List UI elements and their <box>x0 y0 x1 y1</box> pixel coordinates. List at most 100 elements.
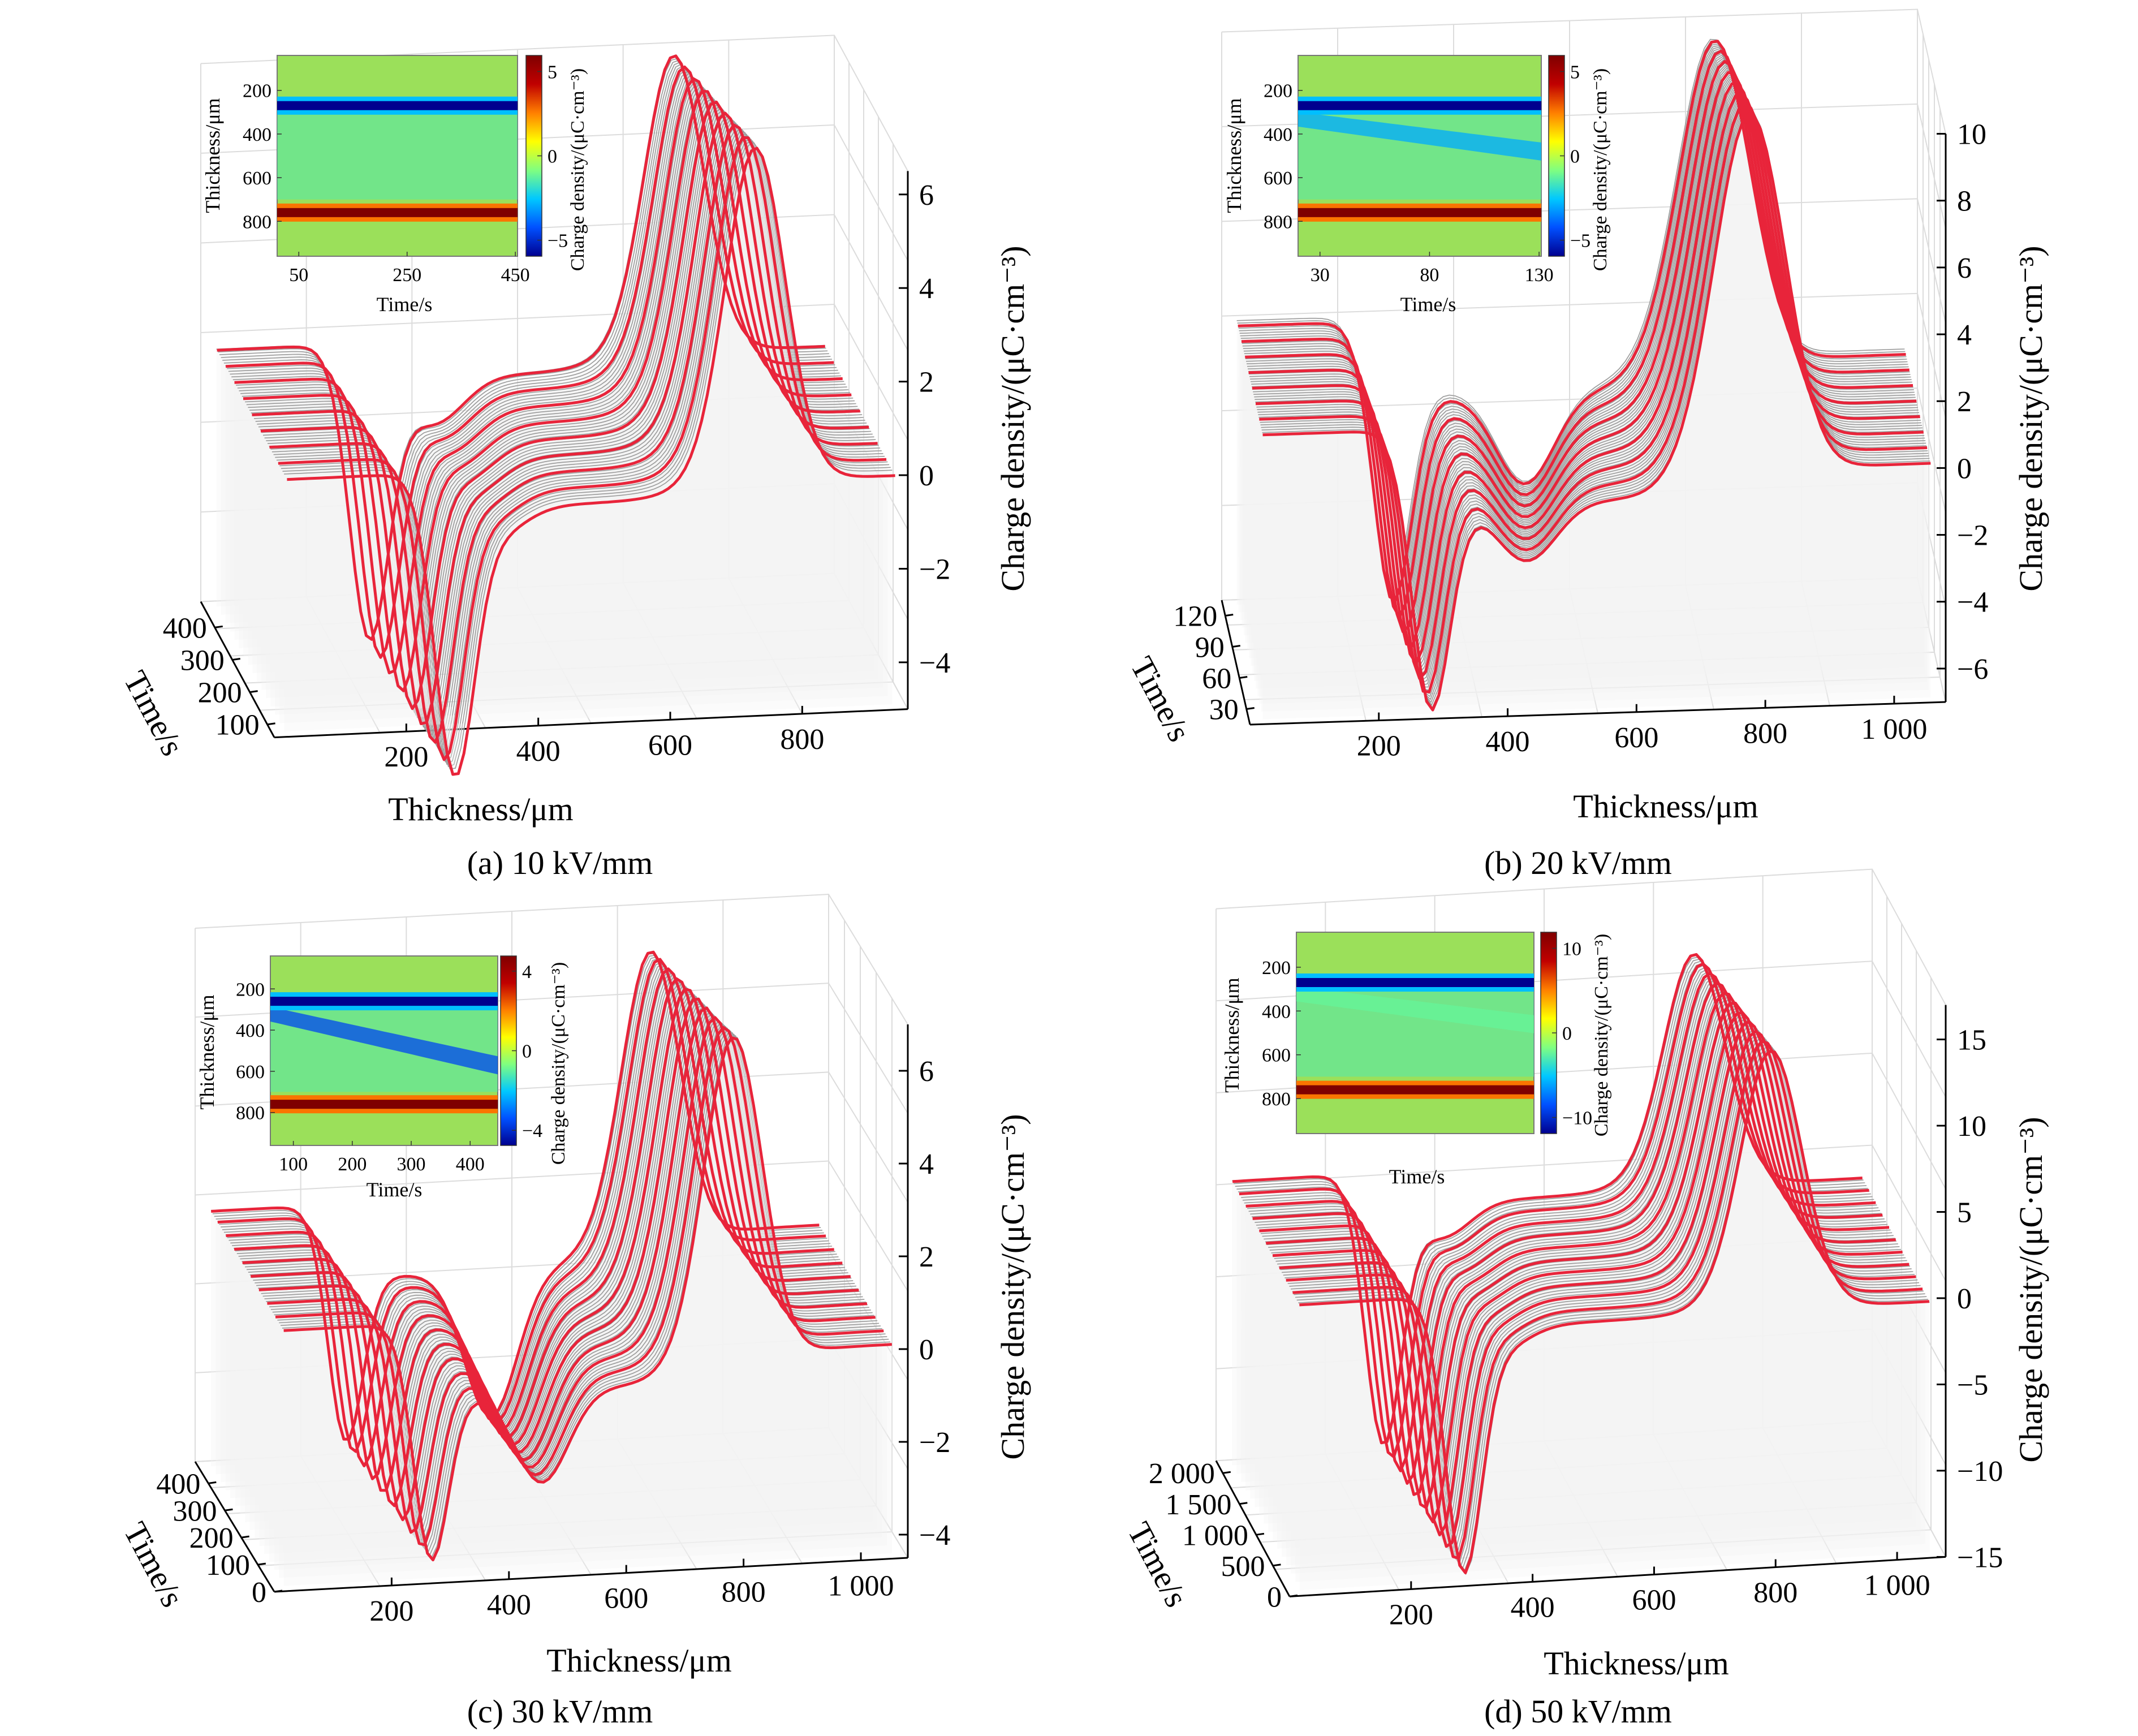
panel-b-thickness-label: Thickness/μm <box>1573 788 1758 825</box>
panel-d-thickness-ticks: 200 400 600 800 1 000 <box>1389 1552 1930 1631</box>
grid-line <box>226 946 861 1514</box>
inset-thickness-tick-label: 400 <box>243 124 271 145</box>
grid-line <box>210 920 845 1488</box>
thickness-tick-label: 800 <box>722 1576 766 1609</box>
highlight-curve <box>260 111 869 725</box>
panel-a-inset-thickness-ticks: 200 400 600 800 <box>243 81 282 232</box>
surface-fill <box>1249 74 1917 658</box>
surface-fill <box>245 992 854 1522</box>
time-tick-mark <box>1239 1502 1248 1505</box>
surface-fill <box>283 1036 892 1586</box>
surface-fill <box>1250 980 1880 1499</box>
panel-d-inset-thickness-ticks: 200 400 600 800 <box>1262 958 1301 1110</box>
surface-fill <box>264 1013 873 1554</box>
surface-fill <box>1257 97 1926 696</box>
panel-b-caption: (b) 20 kV/mm <box>1484 845 1672 881</box>
time-tick-mark <box>1222 1471 1231 1474</box>
surface-fill <box>1291 1037 1921 1574</box>
surface-ridge <box>266 119 874 736</box>
inset-colorbar-tick-label: −5 <box>548 231 568 252</box>
panel-d-highlight-curves <box>1232 953 1930 1574</box>
surface-ridge <box>264 117 873 733</box>
charge-tick-label: 2 <box>1957 386 1972 418</box>
inset-colorbar-tick-label: 5 <box>548 62 557 83</box>
inset-time-tick-label: 100 <box>279 1154 308 1175</box>
thickness-tick-label: 1 000 <box>1861 713 1927 746</box>
inset-time-tick-label: 300 <box>397 1154 426 1175</box>
grid-line <box>1260 950 1917 1543</box>
surface-fill <box>234 79 843 674</box>
surface-fill <box>1254 88 1923 681</box>
thickness-axis <box>1289 1556 1946 1597</box>
time-tick-label: 0 <box>1267 1581 1282 1613</box>
grid-line <box>1227 34 1924 626</box>
inset-band <box>1298 208 1541 217</box>
panel-a-highlight-curves <box>217 54 895 776</box>
panel-c-inset-xlabel: Time/s <box>367 1178 423 1201</box>
time-axis <box>1215 1460 1291 1597</box>
charge-tick-label: 15 <box>1957 1024 1986 1057</box>
surface-ridge <box>249 98 858 705</box>
surface-fill <box>1242 53 1910 628</box>
panel-a-thickness-ticks: 200 400 600 800 <box>384 705 824 773</box>
inset-thickness-tick-label: 600 <box>236 1062 265 1083</box>
highlight-curve <box>234 77 843 675</box>
inset-colorbar-tick-label: 0 <box>1562 1023 1572 1044</box>
time-tick-label: 100 <box>215 709 260 742</box>
surface-fill <box>1236 39 1905 605</box>
thickness-tick-label: 600 <box>648 729 692 761</box>
panel-b-inset-thickness-ticks: 200 400 600 800 <box>1264 81 1303 232</box>
inset-thickness-tick-label: 400 <box>236 1020 265 1041</box>
inset-band <box>277 101 518 110</box>
panel-b-thickness-ticks: 200 400 600 800 1 000 <box>1357 695 1927 763</box>
charge-tick-label: −2 <box>919 1427 950 1459</box>
surface-fill <box>1245 63 1913 643</box>
time-tick-label: 200 <box>198 677 242 709</box>
panel-b-axes <box>1221 133 1947 726</box>
charge-tick-label: −15 <box>1957 1541 2003 1574</box>
panel-d-charge-label: Charge density/(μC·cm⁻³) <box>2012 1117 2049 1462</box>
surface-fill <box>1286 1031 1916 1566</box>
surface-fill <box>1256 93 1924 689</box>
panel-c-highlight-curves <box>211 950 892 1562</box>
time-tick-mark <box>208 1481 217 1484</box>
panel-b-inset-heatmap: 200 400 600 800 30 80 130 Thickness/μm Time/s… <box>1223 55 1611 316</box>
time-tick-label: 2 000 <box>1149 1458 1215 1490</box>
highlight-curve <box>1292 1040 1923 1560</box>
surface-fill <box>255 1003 863 1538</box>
inset-drifting-band <box>270 1007 498 1075</box>
time-tick-label: 300 <box>180 644 225 677</box>
surface-fill <box>1273 1012 1903 1541</box>
panel-b-charge-ticks: −6 −4 −2 0 2 4 6 8 10 <box>1937 119 1988 686</box>
highlight-curve <box>1272 1011 1903 1524</box>
inset-colorbar-tick-label: 5 <box>1570 62 1580 83</box>
inset-thickness-tick-label: 200 <box>243 81 271 102</box>
grid-line <box>1245 923 1902 1516</box>
panel-c-thickness-ticks: 200 400 600 800 1 000 <box>369 1552 894 1627</box>
charge-tick-label: 10 <box>1957 1110 1986 1143</box>
highlight-curve <box>234 977 843 1480</box>
panel-b-charge-label: Charge density/(μC·cm⁻³) <box>2012 245 2049 591</box>
time-tick-mark <box>1289 1594 1298 1597</box>
charge-tick-label: 0 <box>1957 453 1972 485</box>
thickness-tick-label: 1 000 <box>828 1570 894 1602</box>
thickness-tick-label: 400 <box>1486 726 1530 758</box>
inset-band <box>1296 978 1534 987</box>
time-tick-mark <box>249 690 258 693</box>
time-axis <box>200 601 275 738</box>
time-tick-mark <box>267 722 275 726</box>
inset-time-tick-label: 200 <box>338 1154 367 1175</box>
surface-fill <box>1247 68 1915 651</box>
time-tick-mark <box>1256 1532 1265 1536</box>
inset-time-tick-label: 250 <box>393 265 421 286</box>
thickness-tick-label: 200 <box>1389 1599 1433 1631</box>
inset-time-tick-label: 400 <box>456 1154 485 1175</box>
panel-a-inset-ylabel: Thickness/μm <box>201 98 224 213</box>
charge-tick-label: 2 <box>919 367 934 399</box>
charge-tick-label: −4 <box>919 1519 950 1552</box>
highlight-curve <box>1279 1020 1909 1536</box>
